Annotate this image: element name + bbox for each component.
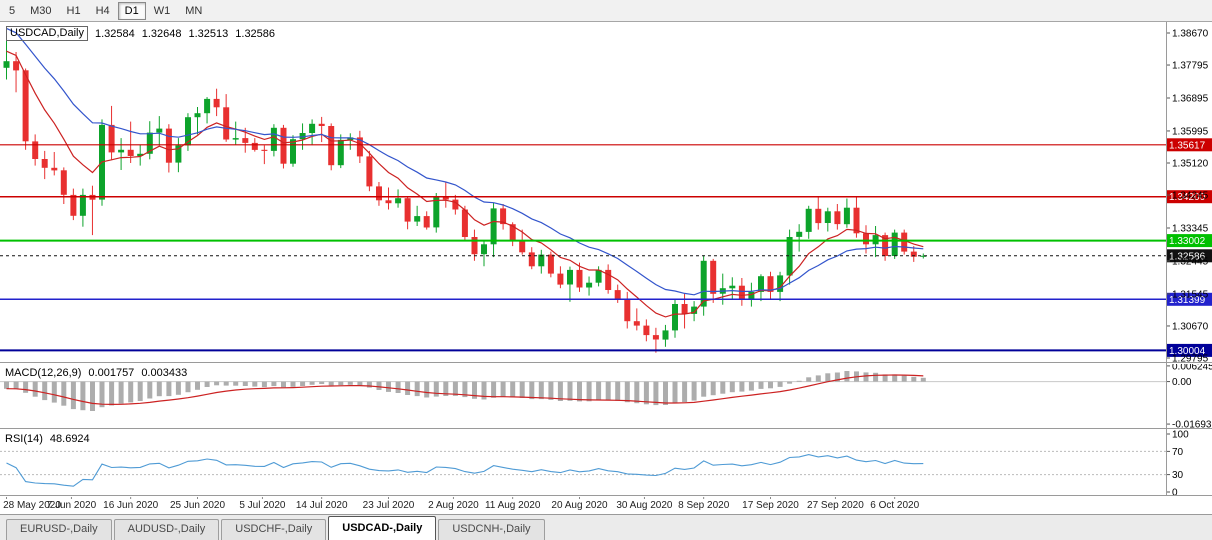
chart-area[interactable]: 1.35617 1.34200 1.33002 1.32586 1.31399 1.300… (0, 22, 1212, 514)
chart-svg[interactable]: 1.35617 1.34200 1.33002 1.32586 1.31399 1.300… (0, 22, 1212, 514)
timeframe-toolbar: 5 M30 H1 H4 D1 W1 MN (0, 0, 1212, 22)
svg-text:1.34200: 1.34200 (1169, 192, 1206, 203)
tab-usdcad-daily[interactable]: USDCAD-,Daily (328, 516, 437, 540)
svg-text:1.32586: 1.32586 (1169, 251, 1206, 262)
timeframe-button-5[interactable]: 5 (9, 4, 16, 17)
svg-text:1.30670: 1.30670 (1172, 322, 1209, 333)
svg-text:16 Jun 2020: 16 Jun 2020 (103, 500, 158, 511)
svg-text:70: 70 (1172, 447, 1184, 458)
svg-text:1.38670: 1.38670 (1172, 29, 1209, 40)
horizontal-level-lines[interactable] (0, 144, 1166, 352)
svg-text:23 Jul 2020: 23 Jul 2020 (363, 500, 415, 511)
timeframe-button-H1[interactable]: H1 (66, 4, 81, 17)
macd-axis-labels: 0.006245 0.00 -0.016933 (1166, 361, 1212, 431)
svg-text:100: 100 (1172, 430, 1189, 441)
svg-text:1.29795: 1.29795 (1172, 354, 1209, 365)
svg-text:11 Aug 2020: 11 Aug 2020 (485, 500, 541, 511)
price-axis-labels: 1.38670 1.37795 1.36895 1.35995 1.35120 1.342… (1166, 29, 1209, 365)
svg-text:1.31545: 1.31545 (1172, 289, 1209, 300)
rsi-line (6, 454, 924, 487)
svg-text:0.006245: 0.006245 (1172, 361, 1212, 372)
svg-text:1.32445: 1.32445 (1172, 257, 1209, 268)
svg-text:0: 0 (1172, 488, 1178, 499)
svg-text:20 Aug 2020: 20 Aug 2020 (551, 500, 608, 511)
svg-text:0.00: 0.00 (1172, 377, 1192, 388)
svg-text:1.35617: 1.35617 (1169, 140, 1206, 151)
svg-text:-0.016933: -0.016933 (1172, 420, 1212, 431)
tab-usdchf-daily[interactable]: USDCHF-,Daily (221, 519, 327, 540)
svg-text:28 May 2020: 28 May 2020 (3, 500, 61, 511)
macd-histogram (4, 371, 926, 411)
svg-text:14 Jul 2020: 14 Jul 2020 (296, 500, 348, 511)
timeframe-button-D1[interactable]: D1 (117, 1, 146, 20)
svg-text:8 Sep 2020: 8 Sep 2020 (678, 500, 730, 511)
timeframe-button-H4[interactable]: H4 (95, 4, 110, 17)
macd-signal-line (6, 374, 924, 406)
tab-usdcnh-daily[interactable]: USDCNH-,Daily (438, 519, 545, 540)
svg-text:25 Jun 2020: 25 Jun 2020 (170, 500, 225, 511)
svg-text:1.33002: 1.33002 (1169, 236, 1206, 247)
timeframe-button-W1[interactable]: W1 (153, 4, 171, 17)
svg-text:27 Sep 2020: 27 Sep 2020 (807, 500, 864, 511)
svg-text:30: 30 (1172, 470, 1184, 481)
timeframe-button-MN[interactable]: MN (185, 4, 203, 17)
svg-text:1.34245: 1.34245 (1172, 191, 1209, 202)
svg-text:1.31399: 1.31399 (1169, 295, 1206, 306)
svg-text:1.35995: 1.35995 (1172, 127, 1209, 138)
tab-audusd-daily[interactable]: AUDUSD-,Daily (113, 519, 220, 540)
svg-text:2 Aug 2020: 2 Aug 2020 (428, 500, 479, 511)
price-axis-tags: 1.35617 1.34200 1.33002 1.32586 1.31399 1.300… (1166, 138, 1212, 357)
svg-text:7 Jun 2020: 7 Jun 2020 (47, 500, 97, 511)
svg-text:1.30004: 1.30004 (1169, 346, 1206, 357)
svg-text:1.36895: 1.36895 (1172, 94, 1209, 105)
svg-text:1.37795: 1.37795 (1172, 61, 1209, 72)
timeframe-button-M30[interactable]: M30 (30, 4, 52, 17)
rsi-axis-labels: 100 70 30 0 (1166, 430, 1189, 499)
tab-eurusd-daily[interactable]: EURUSD-,Daily (6, 519, 112, 540)
svg-text:5 Jul 2020: 5 Jul 2020 (239, 500, 286, 511)
svg-text:1.33345: 1.33345 (1172, 224, 1209, 235)
svg-text:30 Aug 2020: 30 Aug 2020 (616, 500, 673, 511)
svg-text:6 Oct 2020: 6 Oct 2020 (870, 500, 919, 511)
ma-slow-line (6, 27, 924, 296)
svg-text:17 Sep 2020: 17 Sep 2020 (742, 500, 799, 511)
chart-tabs: EURUSD-,Daily AUDUSD-,Daily USDCHF-,Daily U… (0, 514, 1212, 540)
pane-separators (0, 22, 1212, 497)
ma-fast-line (6, 50, 924, 318)
svg-text:1.35120: 1.35120 (1172, 159, 1209, 170)
